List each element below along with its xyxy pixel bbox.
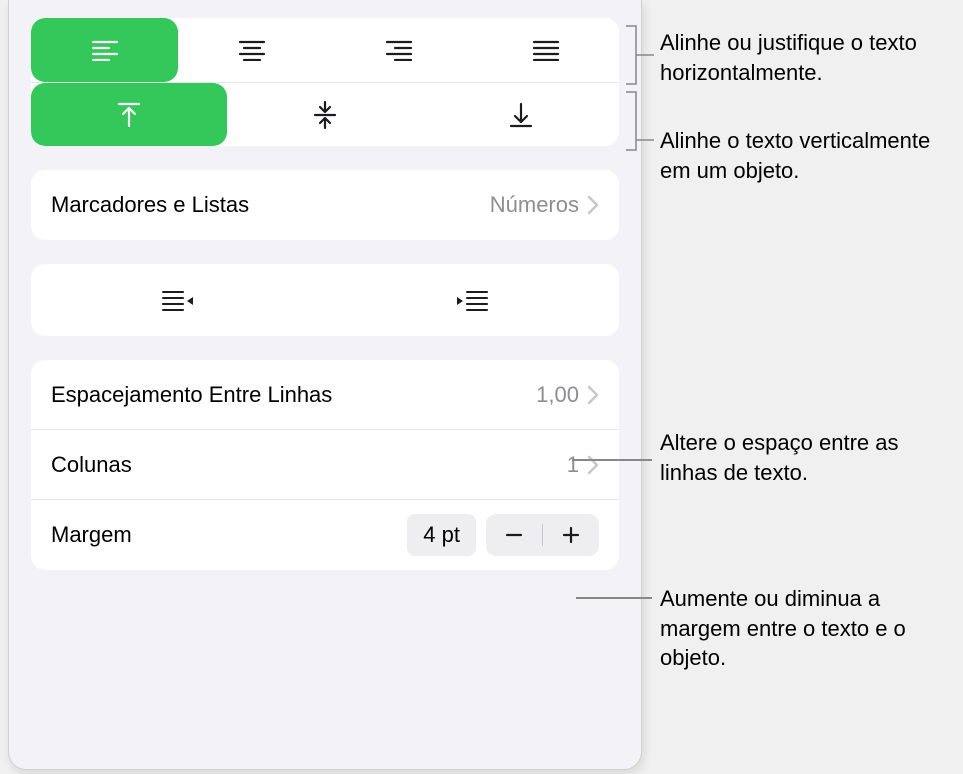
chevron-right-icon <box>587 195 599 215</box>
columns-label: Colunas <box>51 452 567 478</box>
align-left-icon <box>91 39 119 61</box>
valign-middle-icon <box>313 100 337 130</box>
valign-top-icon <box>117 101 141 129</box>
align-center-icon <box>238 39 266 61</box>
indent-icon <box>455 288 489 312</box>
indent-row <box>31 264 619 336</box>
margin-row: Margem 4 pt <box>31 500 619 570</box>
align-center-button[interactable] <box>178 18 325 82</box>
plus-icon <box>561 525 581 545</box>
margin-controls: 4 pt <box>407 514 599 556</box>
chevron-right-icon <box>587 455 599 475</box>
bracket-horizontal <box>624 24 656 86</box>
margin-stepper <box>486 514 599 556</box>
align-right-icon <box>385 39 413 61</box>
callout-line-margin-line <box>576 597 652 599</box>
callout-margin: Aumente ou diminua a margem entre o text… <box>660 584 950 673</box>
format-panel: Marcadores e Listas Números <box>8 0 642 770</box>
bullets-label: Marcadores e Listas <box>51 192 490 218</box>
align-right-button[interactable] <box>325 18 472 82</box>
bracket-vertical <box>624 90 656 152</box>
bullets-value: Números <box>490 192 579 218</box>
margin-decrease-button[interactable] <box>486 514 542 556</box>
valign-bottom-icon <box>509 101 533 129</box>
align-justify-button[interactable] <box>472 18 619 82</box>
alignment-section <box>31 18 619 146</box>
spacing-section: Espacejamento Entre Linhas 1,00 Colunas … <box>31 360 619 570</box>
outdent-button[interactable] <box>31 264 325 336</box>
callout-line-spacing: Altere o espaço entre as linhas de texto… <box>660 428 950 487</box>
minus-icon <box>504 525 524 545</box>
valign-top-button[interactable] <box>31 83 227 146</box>
callout-vertical-align: Alinhe o texto verticalmente em um objet… <box>660 126 940 185</box>
valign-middle-button[interactable] <box>227 83 423 146</box>
bullets-row[interactable]: Marcadores e Listas Números <box>31 170 619 240</box>
align-left-button[interactable] <box>31 18 178 82</box>
valign-bottom-button[interactable] <box>423 83 619 146</box>
indent-section <box>31 264 619 336</box>
indent-button[interactable] <box>325 264 619 336</box>
bullets-section: Marcadores e Listas Números <box>31 170 619 240</box>
align-justify-icon <box>532 39 560 61</box>
outdent-icon <box>161 288 195 312</box>
chevron-right-icon <box>587 385 599 405</box>
callout-line-spacing-line <box>572 459 652 461</box>
horizontal-align-row <box>31 18 619 82</box>
line-spacing-value: 1,00 <box>536 382 579 408</box>
margin-increase-button[interactable] <box>543 514 599 556</box>
margin-label: Margem <box>51 522 407 548</box>
line-spacing-row[interactable]: Espacejamento Entre Linhas 1,00 <box>31 360 619 430</box>
line-spacing-label: Espacejamento Entre Linhas <box>51 382 536 408</box>
columns-row[interactable]: Colunas 1 <box>31 430 619 500</box>
columns-value: 1 <box>567 452 579 478</box>
margin-value: 4 pt <box>407 514 476 556</box>
vertical-align-row <box>31 82 619 146</box>
callout-horizontal-align: Alinhe ou justifique o texto horizontalm… <box>660 28 955 87</box>
